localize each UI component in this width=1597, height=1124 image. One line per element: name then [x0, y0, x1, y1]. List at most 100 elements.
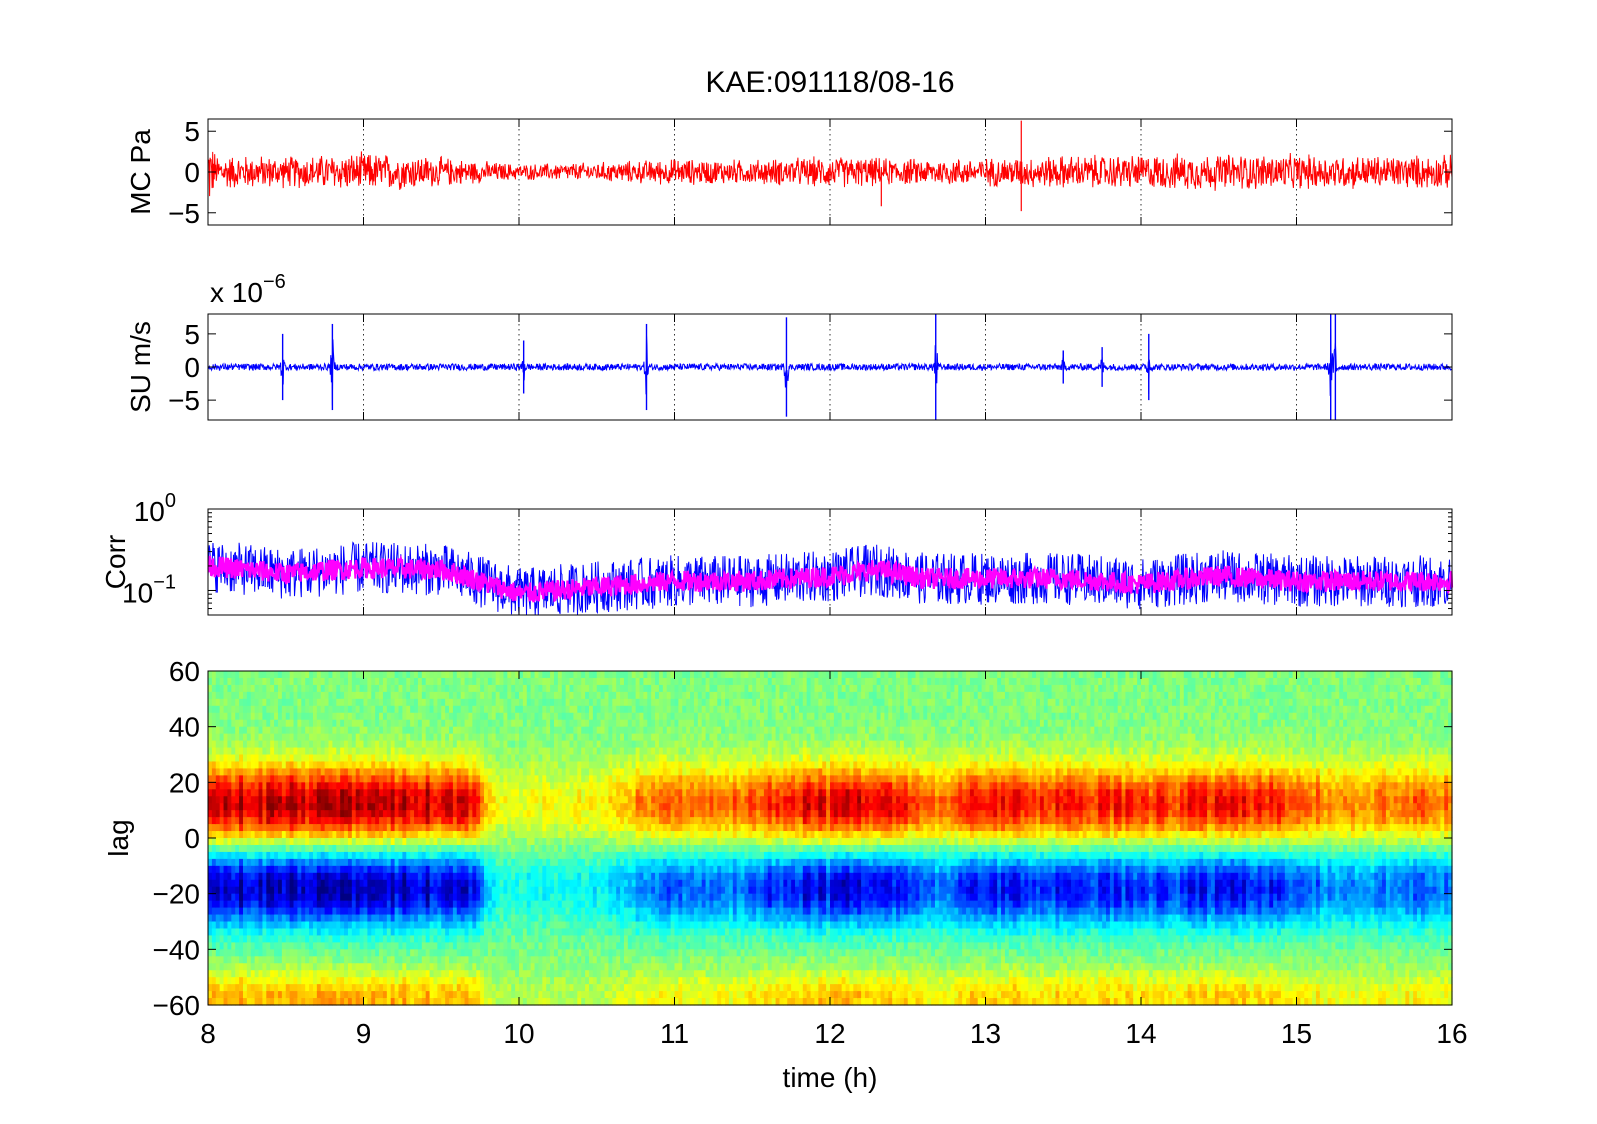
- heatmap-cell: [235, 900, 240, 909]
- heatmap-cell: [351, 684, 357, 693]
- heatmap-cell: [258, 831, 264, 839]
- heatmap-cell: [231, 991, 236, 999]
- heatmap-cell: [480, 914, 485, 923]
- heatmap-cell: [421, 712, 427, 721]
- heatmap-cell: [258, 977, 264, 985]
- heatmap-cell: [242, 900, 248, 909]
- heatmap-cell: [452, 761, 458, 770]
- heatmap-cell: [491, 671, 497, 679]
- heatmap-cell: [499, 977, 505, 985]
- heatmap-cell: [312, 782, 318, 790]
- heatmap-cell: [359, 858, 365, 867]
- heatmap-cell: [499, 879, 505, 888]
- heatmap-cell: [441, 907, 446, 916]
- heatmap-cell: [600, 865, 606, 874]
- heatmap-cell: [301, 865, 306, 874]
- heatmap-cell: [511, 942, 516, 950]
- heatmap-cell: [445, 712, 450, 721]
- heatmap-cell: [592, 879, 598, 888]
- heatmap-cell: [487, 998, 493, 1006]
- heatmap-cell: [266, 810, 271, 818]
- heatmap-cell: [417, 684, 423, 693]
- heatmap-cell: [553, 991, 559, 999]
- heatmap-cell: [266, 768, 271, 776]
- heatmap-cell: [460, 684, 466, 693]
- heatmap-cell: [351, 789, 357, 797]
- heatmap-cell: [600, 810, 606, 818]
- heatmap-cell: [577, 963, 582, 971]
- heatmap-cell: [569, 677, 575, 686]
- heatmap-cell: [585, 838, 590, 846]
- heatmap-cell: [542, 914, 547, 923]
- heatmap-cell: [219, 810, 225, 818]
- heatmap-cell: [433, 851, 438, 860]
- heatmap-cell: [239, 935, 244, 943]
- heatmap-cell: [542, 879, 547, 888]
- heatmap-cell: [363, 886, 368, 895]
- heatmap-cell: [344, 900, 349, 909]
- heatmap-cell: [507, 838, 512, 846]
- heatmap-cell: [355, 796, 361, 804]
- heatmap-cell: [472, 698, 477, 707]
- heatmap-cell: [437, 775, 442, 783]
- heatmap-cell: [499, 719, 505, 728]
- heatmap-cell: [546, 775, 551, 783]
- heatmap-cell: [281, 907, 287, 916]
- heatmap-cell: [320, 914, 326, 923]
- heatmap-cell: [328, 838, 333, 846]
- heatmap-cell: [301, 935, 306, 943]
- heatmap-cell: [519, 942, 524, 950]
- heatmap-cell: [491, 928, 497, 937]
- heatmap-cell: [487, 928, 493, 937]
- heatmap-cell: [242, 733, 248, 742]
- heatmap-cell: [522, 698, 528, 707]
- heatmap-cell: [336, 914, 341, 923]
- heatmap-cell: [573, 851, 578, 860]
- heatmap-cell: [449, 879, 454, 888]
- heatmap-cell: [585, 942, 590, 950]
- heatmap-cell: [340, 677, 345, 686]
- heatmap-cell: [550, 726, 555, 735]
- heatmap-cell: [208, 733, 213, 742]
- heatmap-cell: [351, 712, 357, 721]
- heatmap-cell: [522, 844, 528, 853]
- heatmap-cell: [421, 838, 427, 846]
- heatmap-cell: [460, 712, 466, 721]
- heatmap-cell: [452, 998, 458, 1006]
- heatmap-cell: [223, 872, 229, 881]
- heatmap-cell: [386, 698, 392, 707]
- heatmap-cell: [425, 865, 431, 874]
- heatmap-cell: [309, 838, 314, 846]
- heatmap-cell: [460, 844, 466, 853]
- heatmap-cell: [581, 782, 586, 790]
- heatmap-cell: [491, 991, 497, 999]
- heatmap-cell: [262, 789, 267, 797]
- heatmap-cell: [235, 991, 240, 999]
- heatmap-cell: [254, 726, 260, 735]
- heatmap-cell: [274, 691, 279, 700]
- heatmap-cell: [452, 872, 458, 881]
- heatmap-cell: [281, 740, 287, 749]
- heatmap-cell: [441, 879, 446, 888]
- heatmap-cell: [208, 893, 213, 902]
- heatmap-cell: [363, 838, 368, 846]
- heatmap-cell: [289, 879, 295, 888]
- heatmap-cell: [351, 754, 357, 763]
- heatmap-cell: [456, 761, 462, 770]
- heatmap-cell: [542, 775, 547, 783]
- heatmap-cell: [456, 796, 462, 804]
- heatmap-cell: [390, 671, 396, 679]
- heatmap-cell: [503, 921, 508, 930]
- heatmap-cell: [266, 900, 271, 909]
- heatmap-cell: [266, 984, 271, 992]
- heatmap-cell: [239, 928, 244, 937]
- heatmap-cell: [460, 865, 466, 874]
- heatmap-cell: [305, 761, 310, 770]
- heatmap-cell: [359, 754, 365, 763]
- heatmap-cell: [274, 782, 279, 790]
- heatmap-cell: [320, 956, 326, 964]
- heatmap-cell: [495, 858, 501, 867]
- heatmap-cell: [250, 914, 256, 923]
- heatmap-cell: [476, 698, 481, 707]
- heatmap-cell: [449, 907, 454, 916]
